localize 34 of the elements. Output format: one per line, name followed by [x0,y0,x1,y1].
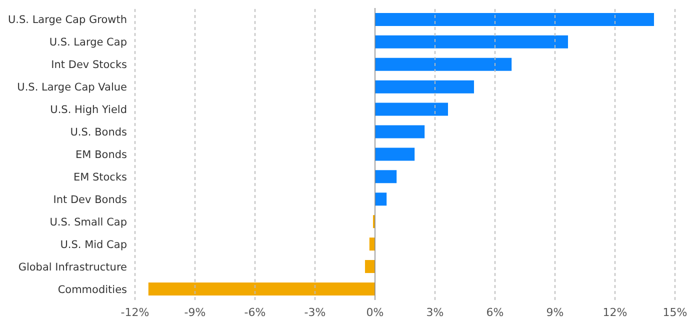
y-tick-label: U.S. High Yield [50,104,127,116]
y-tick-label: U.S. Large Cap [49,36,128,49]
x-tick-label: -3% [304,306,326,319]
x-tick-label: 3% [426,306,444,319]
y-tick-label: Int Dev Bonds [53,194,127,206]
bar [375,125,425,138]
y-tick-label: U.S. Large Cap Value [17,82,127,94]
x-tick-label: -6% [244,306,266,319]
bar [375,12,654,26]
y-tick-label: U.S. Bonds [70,126,127,139]
x-tick-label: 0% [366,306,384,319]
y-tick-label: U.S. Mid Cap [60,238,128,251]
bar [375,35,568,48]
x-tick-label: -12% [120,306,150,319]
y-tick-label: Int Dev Stocks [51,59,127,72]
bar [375,102,448,116]
bar [375,80,474,94]
x-tick-label: 15% [662,306,688,319]
bar [365,260,375,274]
y-tick-label: Commodities [58,284,127,296]
y-tick-label: U.S. Large Cap Growth [8,14,127,26]
bar [148,282,375,296]
y-tick-label: U.S. Small Cap [50,216,128,228]
bar [375,148,415,161]
bar [375,192,387,206]
y-tick-label: EM Stocks [73,171,127,184]
x-tick-label: 9% [546,306,564,319]
x-tick-label: 6% [486,306,504,319]
y-tick-label: Global Infrastructure [18,261,127,274]
bar [375,170,397,184]
bar [375,58,512,71]
x-tick-label: 12% [602,306,628,319]
y-tick-label: EM Bonds [76,149,127,161]
x-tick-label: -9% [184,306,206,319]
